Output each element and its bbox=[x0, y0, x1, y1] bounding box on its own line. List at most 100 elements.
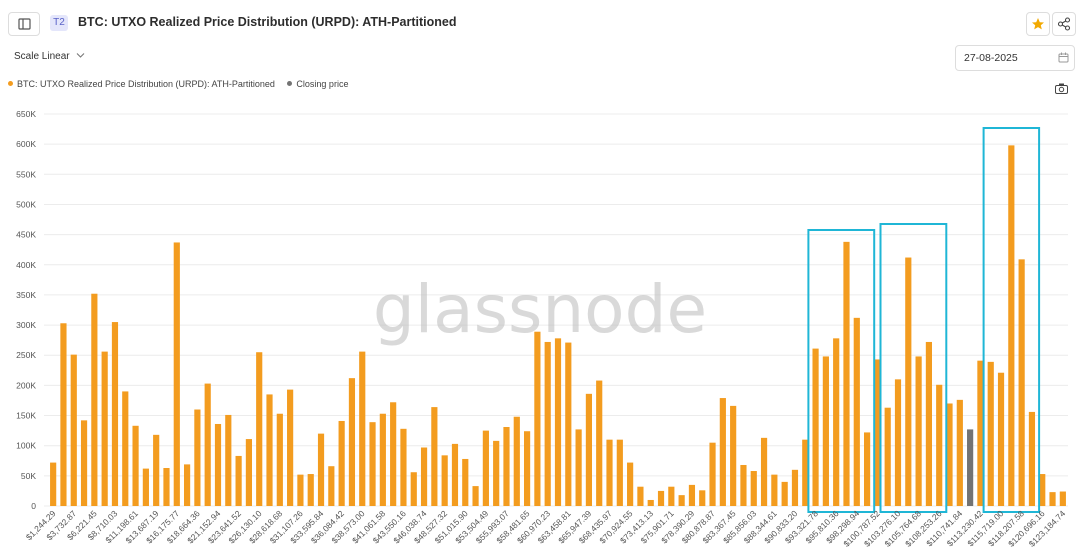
urpd-bar[interactable] bbox=[111, 322, 119, 506]
urpd-bar[interactable] bbox=[317, 433, 325, 506]
urpd-bar[interactable] bbox=[80, 420, 88, 506]
urpd-bar[interactable] bbox=[585, 393, 592, 506]
urpd-bar[interactable] bbox=[153, 434, 160, 506]
urpd-bar[interactable] bbox=[760, 437, 768, 506]
urpd-bar[interactable] bbox=[173, 242, 180, 506]
urpd-bar[interactable] bbox=[544, 341, 551, 506]
urpd-bar[interactable] bbox=[431, 407, 438, 506]
urpd-bar[interactable] bbox=[184, 464, 191, 506]
urpd-bar[interactable] bbox=[122, 391, 129, 506]
urpd-bar[interactable] bbox=[925, 341, 932, 506]
urpd-bar[interactable] bbox=[503, 427, 510, 506]
urpd-bar[interactable] bbox=[987, 361, 994, 506]
urpd-bar[interactable] bbox=[60, 323, 67, 506]
urpd-bar[interactable] bbox=[493, 440, 500, 506]
urpd-bar[interactable] bbox=[802, 439, 809, 506]
urpd-bar[interactable] bbox=[688, 484, 696, 506]
urpd-bar[interactable] bbox=[214, 423, 222, 506]
urpd-bar[interactable] bbox=[276, 413, 283, 506]
urpd-bar[interactable] bbox=[390, 402, 397, 506]
urpd-bar[interactable] bbox=[833, 338, 840, 506]
urpd-bar[interactable] bbox=[791, 469, 799, 506]
urpd-bar[interactable] bbox=[864, 432, 871, 506]
urpd-bar[interactable] bbox=[936, 384, 943, 506]
urpd-bar[interactable] bbox=[348, 378, 356, 506]
urpd-bar[interactable] bbox=[462, 458, 469, 506]
urpd-bar[interactable] bbox=[132, 425, 139, 506]
urpd-bar[interactable] bbox=[678, 495, 685, 506]
urpd-bar[interactable] bbox=[884, 407, 891, 506]
urpd-bar[interactable] bbox=[1049, 492, 1056, 506]
urpd-bar[interactable] bbox=[194, 409, 201, 506]
urpd-bar[interactable] bbox=[575, 429, 582, 506]
urpd-bar[interactable] bbox=[946, 403, 953, 506]
favorite-button[interactable] bbox=[1026, 12, 1050, 36]
urpd-bar[interactable] bbox=[1008, 145, 1015, 507]
urpd-bar[interactable] bbox=[1018, 259, 1025, 506]
urpd-bar[interactable] bbox=[513, 416, 520, 506]
urpd-bar[interactable] bbox=[771, 474, 778, 506]
urpd-bar[interactable] bbox=[719, 398, 726, 506]
urpd-bar[interactable] bbox=[894, 379, 902, 506]
urpd-bar[interactable] bbox=[204, 383, 211, 506]
urpd-bar[interactable] bbox=[812, 348, 819, 506]
urpd-bar[interactable] bbox=[101, 351, 108, 506]
urpd-bar[interactable] bbox=[977, 360, 984, 506]
urpd-bar[interactable] bbox=[441, 455, 448, 506]
urpd-bar[interactable] bbox=[420, 447, 428, 507]
urpd-bar[interactable] bbox=[379, 413, 386, 506]
urpd-bar[interactable] bbox=[853, 317, 860, 506]
urpd-bar[interactable] bbox=[472, 486, 479, 506]
urpd-bar[interactable] bbox=[225, 414, 232, 506]
urpd-bar[interactable] bbox=[657, 490, 665, 506]
legend-item-series[interactable]: BTC: UTXO Realized Price Distribution (U… bbox=[8, 79, 277, 89]
urpd-bar[interactable] bbox=[956, 399, 963, 506]
urpd-bar[interactable] bbox=[1059, 491, 1066, 506]
urpd-bar[interactable] bbox=[699, 490, 706, 506]
urpd-bar[interactable] bbox=[1028, 411, 1036, 506]
urpd-bar[interactable] bbox=[451, 443, 459, 506]
urpd-bar[interactable] bbox=[905, 257, 912, 506]
urpd-bar[interactable] bbox=[750, 471, 757, 506]
urpd-bar[interactable] bbox=[359, 351, 366, 506]
screenshot-button[interactable] bbox=[1055, 81, 1068, 94]
urpd-bar[interactable] bbox=[730, 405, 737, 506]
urpd-bar[interactable] bbox=[235, 455, 242, 506]
urpd-bar[interactable] bbox=[781, 481, 788, 506]
urpd-bar[interactable] bbox=[287, 389, 294, 506]
urpd-bar[interactable] bbox=[915, 356, 922, 506]
urpd-bar[interactable] bbox=[524, 431, 531, 506]
legend-item-closing-price[interactable]: Closing price bbox=[287, 79, 348, 89]
urpd-bar[interactable] bbox=[740, 464, 747, 506]
sidebar-toggle-button[interactable] bbox=[8, 12, 40, 36]
urpd-bar[interactable] bbox=[328, 466, 335, 506]
urpd-bar[interactable] bbox=[400, 428, 407, 506]
scale-select[interactable]: Scale Linear bbox=[14, 51, 85, 62]
urpd-bar[interactable] bbox=[596, 380, 603, 506]
date-picker[interactable]: 27-08-2025 bbox=[955, 45, 1075, 71]
urpd-bar[interactable] bbox=[142, 468, 149, 506]
urpd-bar[interactable] bbox=[482, 430, 489, 506]
urpd-bar[interactable] bbox=[369, 422, 376, 506]
share-button[interactable] bbox=[1052, 12, 1076, 36]
urpd-bar[interactable] bbox=[997, 372, 1005, 506]
urpd-bar[interactable] bbox=[668, 486, 675, 506]
urpd-bar[interactable] bbox=[410, 472, 417, 506]
urpd-bar[interactable] bbox=[534, 331, 541, 506]
urpd-bar[interactable] bbox=[565, 342, 572, 506]
urpd-bar[interactable] bbox=[1039, 474, 1046, 506]
urpd-bar[interactable] bbox=[91, 293, 98, 506]
closing-price-bar[interactable] bbox=[967, 429, 974, 506]
urpd-bar[interactable] bbox=[266, 394, 273, 506]
urpd-bar[interactable] bbox=[50, 462, 57, 506]
urpd-bar[interactable] bbox=[297, 474, 304, 506]
urpd-bar[interactable] bbox=[637, 486, 644, 506]
urpd-bar[interactable] bbox=[709, 442, 716, 506]
urpd-bar[interactable] bbox=[245, 439, 252, 506]
urpd-bar[interactable] bbox=[70, 354, 77, 506]
urpd-bar[interactable] bbox=[163, 468, 170, 506]
urpd-bar[interactable] bbox=[606, 439, 613, 506]
urpd-bar[interactable] bbox=[338, 420, 345, 506]
urpd-bar[interactable] bbox=[647, 499, 654, 506]
urpd-bar[interactable] bbox=[616, 439, 623, 506]
